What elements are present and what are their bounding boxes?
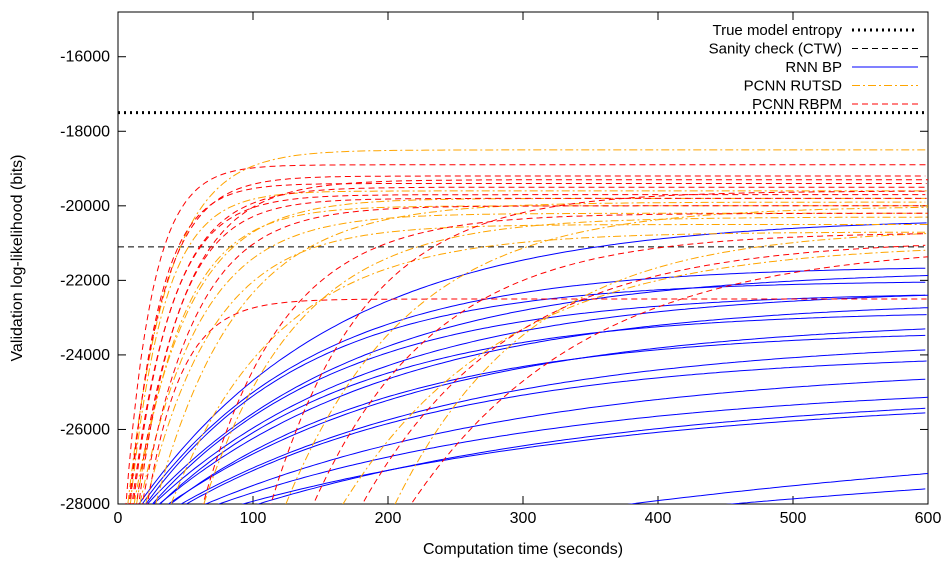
series-line-rnn-bp: [217, 396, 928, 504]
series-line-rnn-bp: [241, 412, 926, 504]
series-line-rnn-bp: [158, 307, 928, 504]
series-line-rnn-bp: [167, 328, 926, 504]
x-tick-label: 500: [780, 510, 807, 527]
series-line-rnn-bp: [204, 378, 926, 504]
series-line-pcnn-rutsd: [155, 201, 926, 504]
series-line-rnn-bp: [725, 488, 926, 504]
series-line-pcnn-rutsd: [203, 216, 928, 504]
x-tick-label: 300: [510, 510, 537, 527]
series-line-pcnn-rbpm: [132, 194, 926, 504]
y-tick-label: -18000: [60, 123, 110, 140]
series-line-pcnn-rutsd: [133, 197, 926, 504]
series-line-rnn-bp: [151, 294, 926, 504]
series-line-pcnn-rbpm: [125, 164, 927, 504]
series-line-pcnn-rbpm: [131, 186, 928, 504]
y-tick-label: -16000: [60, 49, 110, 66]
y-tick-label: -20000: [60, 198, 110, 215]
x-tick-label: 400: [645, 510, 672, 527]
y-tick-label: -24000: [60, 347, 110, 364]
axis-ticks: 0 100 200 300 400 500 600 -28000 -26000 -24000 -22…: [60, 12, 941, 527]
series-line-pcnn-rbpm: [202, 212, 928, 504]
series-line-rnn-bp: [146, 275, 928, 504]
series-line-pcnn-rutsd: [285, 206, 928, 504]
legend-label: PCNN RUTSD: [744, 78, 843, 95]
y-axis-label: Validation log-likelihood (bits): [9, 155, 26, 362]
series-line-pcnn-rbpm: [146, 298, 927, 504]
legend-label: PCNN RBPM: [752, 96, 842, 113]
series-line-pcnn-rutsd: [342, 249, 926, 504]
series-line-rnn-bp: [138, 222, 927, 504]
series-line-pcnn-rbpm: [410, 256, 928, 504]
y-tick-label: -28000: [60, 496, 110, 513]
series-line-rnn-bp: [180, 349, 926, 504]
series-line-pcnn-rutsd: [139, 212, 927, 504]
plot-area: [118, 111, 928, 504]
series-line-pcnn-rutsd: [394, 233, 927, 504]
series-line-rnn-bp: [159, 314, 927, 504]
x-tick-label: 600: [915, 510, 942, 527]
legend-label: RNN BP: [785, 59, 842, 76]
y-tick-label: -26000: [60, 421, 110, 438]
series-line-rnn-bp: [185, 360, 927, 504]
series-line-pcnn-rbpm: [312, 233, 927, 504]
y-tick-label: -22000: [60, 272, 110, 289]
series-line-pcnn-rutsd: [145, 224, 928, 504]
legend-label: True model entropy: [712, 22, 842, 39]
series-line-pcnn-rutsd: [129, 190, 927, 504]
series-line-pcnn-rbpm: [141, 205, 926, 504]
series-line-rnn-bp: [627, 473, 928, 504]
series-line-pcnn-rbpm: [138, 197, 927, 504]
series-line-pcnn-rbpm: [129, 183, 927, 504]
x-tick-label: 100: [240, 510, 267, 527]
x-axis-label: Computation time (seconds): [423, 541, 623, 558]
legend-label: Sanity check (CTW): [709, 41, 842, 58]
series-line-rnn-bp: [256, 407, 926, 504]
legend: True model entropy Sanity check (CTW)RNN …: [709, 22, 918, 113]
series-line-rnn-bp: [145, 281, 926, 504]
series-layer: [118, 111, 928, 504]
series-line-pcnn-rutsd: [127, 149, 928, 504]
series-line-rnn-bp: [141, 267, 926, 504]
series-line-pcnn-rbpm: [135, 179, 928, 504]
x-tick-label: 0: [114, 510, 123, 527]
series-line-pcnn-rbpm: [128, 175, 926, 504]
x-tick-label: 200: [375, 510, 402, 527]
series-line-rnn-bp: [169, 334, 926, 504]
series-line-pcnn-rbpm: [270, 190, 927, 504]
series-line-rnn-bp: [152, 294, 928, 504]
series-line-pcnn-rbpm: [361, 244, 926, 504]
